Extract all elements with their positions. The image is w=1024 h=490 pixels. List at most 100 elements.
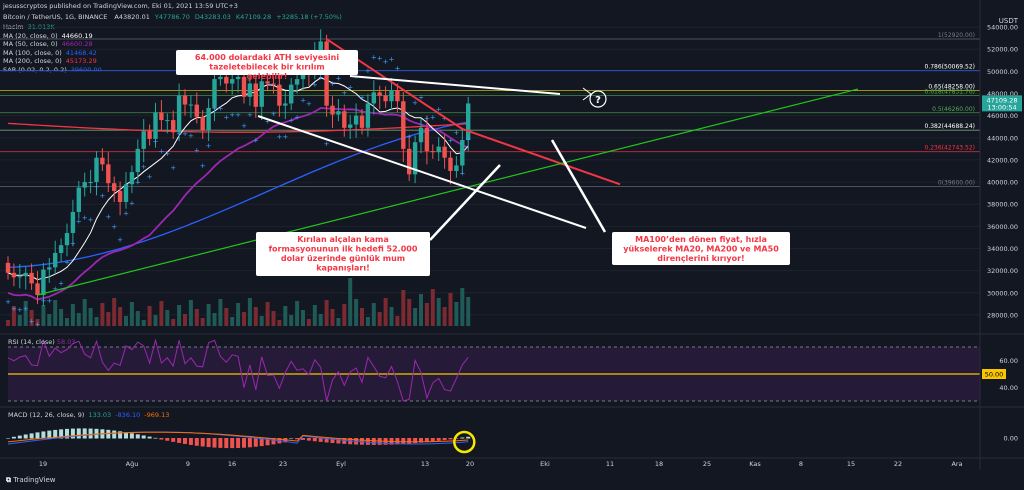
macd-hist-bar [419, 438, 423, 443]
macd-hist-bar [360, 438, 364, 445]
footer-brand[interactable]: ⧉ TradingView [6, 476, 56, 484]
sar-dot: + [453, 129, 459, 137]
sar-dot: + [324, 140, 330, 148]
candle-body [247, 83, 253, 97]
sar-dot: + [40, 297, 46, 305]
candle-body [112, 183, 117, 191]
sar-dot: + [88, 216, 94, 224]
sar-dot: + [330, 80, 336, 88]
volume-bar [70, 304, 75, 326]
macd-hist-bar [177, 438, 182, 443]
macd-hist-bar [430, 438, 435, 442]
candle-body [206, 107, 211, 131]
candle-body [359, 115, 365, 128]
sar-dot: + [212, 104, 218, 112]
candle-body [141, 131, 146, 149]
volume-bar [23, 301, 28, 326]
volume-bar [147, 306, 152, 326]
fib-label: 0.5(46260.00) [932, 106, 975, 113]
candle-body [336, 111, 341, 115]
sar-dot: + [94, 183, 100, 191]
macd-hist-bar [135, 434, 140, 439]
sar-dot: + [229, 111, 235, 119]
volume-bar [324, 300, 329, 326]
volume-bar [424, 303, 429, 326]
price-tick: 32000.00 [987, 267, 1018, 275]
candle-body [47, 267, 52, 270]
sar-dot: + [371, 53, 377, 61]
sar-dot: + [52, 285, 58, 293]
volume-bar [436, 298, 441, 326]
volume-bar [135, 311, 140, 326]
volume-bar [283, 306, 288, 326]
currency-label: USDT [998, 17, 1018, 25]
volume-bar [295, 301, 300, 326]
macd-value-2: -969.13 [144, 411, 170, 419]
candle-body [365, 103, 371, 128]
sar-dot: + [58, 279, 64, 287]
indicator-2[interactable]: MA (50, close, 0) 46600.28 [3, 40, 93, 48]
wedge-upper [349, 75, 561, 95]
macd-hist-bar [6, 438, 10, 439]
candle-body [70, 211, 76, 233]
time-tick: 15 [847, 460, 855, 468]
volume-bar [247, 298, 252, 326]
annotation-ma-pointer [550, 139, 607, 233]
sar-dot: + [76, 217, 82, 225]
candle-body [224, 76, 229, 84]
volume-bar [466, 297, 471, 326]
candle-body [188, 104, 194, 106]
volume-bar [419, 294, 423, 326]
grid [0, 26, 980, 316]
sar-dot: + [5, 298, 11, 306]
candle-body [165, 120, 170, 122]
price-tick: 36000.00 [987, 223, 1018, 231]
volume-bar [312, 305, 317, 326]
sar-dot: + [188, 132, 194, 140]
macd-hist-bar [413, 438, 418, 444]
candle-body [265, 81, 270, 84]
volume-bar [401, 290, 406, 326]
candle-body [29, 272, 34, 284]
macd-hist-bar [147, 436, 152, 439]
sar-dot: + [200, 162, 206, 170]
time-tick: 19 [39, 460, 47, 468]
candle-body [466, 103, 471, 140]
candle-body [88, 182, 93, 184]
time-tick: Eki [540, 460, 550, 468]
volume-bar [212, 313, 217, 326]
candle-body [235, 76, 241, 80]
rsi-tick: 60.00 [999, 357, 1018, 365]
fib-label: 0.382(44688.24) [925, 123, 976, 130]
macd-hist-bar [442, 438, 447, 441]
volume-bar [253, 307, 258, 326]
candle-body [11, 272, 17, 278]
sar-dot: + [170, 164, 176, 172]
time-tick: 25 [703, 460, 711, 468]
time-tick: 11 [606, 460, 614, 468]
ohlc-row: Bitcoin / TetherUS, 1G, BINANCE A43820.0… [3, 13, 347, 21]
candle-body [395, 90, 400, 102]
macd-hist-bar [159, 438, 164, 440]
macd-hist-bar [76, 428, 81, 439]
price-tick: 48000.00 [987, 90, 1018, 98]
annotation-ma-line-2: dirençlerini kırıyor! [657, 254, 744, 263]
volume-bar [194, 309, 199, 326]
indicator-3[interactable]: MA (100, close, 0) 41468.42 [3, 48, 97, 57]
candle-body [53, 252, 58, 268]
moving-averages [7, 77, 469, 301]
indicator-4[interactable]: MA (200, close, 0) 45173.29 [3, 57, 97, 65]
volume-bar [318, 314, 323, 326]
candle-body [277, 84, 282, 106]
volume-bar [377, 312, 382, 326]
indicator-5[interactable]: SAR (0.02, 0.2, 0.2) 39600.00 [3, 65, 102, 74]
macd-value-1: -836.10 [115, 411, 141, 419]
candle-body [41, 269, 46, 295]
macd-hist-bar [336, 438, 341, 444]
indicator-1[interactable]: MA (20, close, 0) 44660.19 [3, 31, 93, 40]
candle-body [176, 95, 182, 133]
sar-dot: + [147, 173, 153, 181]
volume-bar [100, 303, 105, 326]
price-tick: 42000.00 [987, 156, 1018, 164]
